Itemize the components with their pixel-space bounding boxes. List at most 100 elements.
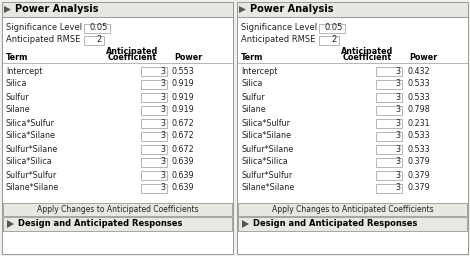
Bar [376, 132, 402, 141]
Text: Silica*Silica: Silica*Silica [6, 157, 53, 166]
Text: Silica*Sulfur: Silica*Sulfur [241, 119, 290, 127]
Bar [141, 170, 167, 179]
Text: 3: 3 [395, 184, 400, 193]
Text: Power: Power [409, 54, 437, 62]
Text: Anticipated: Anticipated [106, 47, 158, 56]
Text: 0.231: 0.231 [407, 119, 430, 127]
Text: Anticipated RMSE: Anticipated RMSE [241, 36, 315, 45]
Text: Silica*Sulfur: Silica*Sulfur [6, 119, 55, 127]
Text: Intercept: Intercept [6, 67, 42, 76]
Text: 3: 3 [395, 144, 400, 154]
Bar [3, 217, 232, 231]
Bar [376, 119, 402, 127]
Text: 0.639: 0.639 [172, 184, 195, 193]
Text: 0.639: 0.639 [172, 170, 195, 179]
Text: Silica: Silica [241, 80, 262, 89]
Bar [141, 144, 167, 154]
Text: Silica*Silane: Silica*Silane [241, 132, 291, 141]
Bar [2, 2, 233, 17]
Bar [376, 170, 402, 179]
Text: 3: 3 [160, 170, 165, 179]
Text: 0.533: 0.533 [407, 144, 430, 154]
Text: 0.672: 0.672 [172, 119, 195, 127]
Text: Sulfur*Silane: Sulfur*Silane [241, 144, 293, 154]
Bar [376, 67, 402, 76]
Text: Sulfur: Sulfur [241, 92, 265, 101]
Text: 0.379: 0.379 [407, 184, 430, 193]
Bar [84, 36, 104, 45]
Text: 0.533: 0.533 [407, 80, 430, 89]
Text: Silane*Silane: Silane*Silane [6, 184, 59, 193]
Bar [237, 2, 468, 254]
Text: 3: 3 [160, 67, 165, 76]
Text: 0.379: 0.379 [407, 157, 430, 166]
Bar [141, 80, 167, 89]
Bar [376, 144, 402, 154]
Text: 3: 3 [395, 132, 400, 141]
Bar [237, 2, 468, 17]
Text: 3: 3 [395, 119, 400, 127]
Bar [141, 132, 167, 141]
Text: 0.672: 0.672 [172, 132, 195, 141]
Text: 3: 3 [395, 157, 400, 166]
Text: 0.379: 0.379 [407, 170, 430, 179]
Bar [141, 92, 167, 101]
Text: 0.919: 0.919 [172, 80, 195, 89]
Text: Significance Level: Significance Level [241, 24, 317, 33]
Text: 3: 3 [160, 157, 165, 166]
Text: 3: 3 [395, 92, 400, 101]
Text: Coefficient: Coefficient [108, 54, 157, 62]
Text: Silane: Silane [241, 105, 266, 114]
Text: 0.553: 0.553 [172, 67, 195, 76]
Text: 3: 3 [395, 67, 400, 76]
Text: 3: 3 [160, 119, 165, 127]
Text: 3: 3 [160, 92, 165, 101]
Text: 0.05: 0.05 [325, 24, 343, 33]
Text: 0.798: 0.798 [407, 105, 430, 114]
Text: 2: 2 [97, 36, 102, 45]
Text: Intercept: Intercept [241, 67, 277, 76]
Text: Silica*Silica: Silica*Silica [241, 157, 288, 166]
Text: 0.639: 0.639 [172, 157, 195, 166]
Text: Silica*Silane: Silica*Silane [6, 132, 56, 141]
Bar [376, 157, 402, 166]
Text: 3: 3 [160, 105, 165, 114]
Text: Power Analysis: Power Analysis [250, 5, 334, 15]
Text: 3: 3 [395, 80, 400, 89]
Bar [376, 92, 402, 101]
Text: Power Analysis: Power Analysis [15, 5, 99, 15]
Text: 0.919: 0.919 [172, 105, 195, 114]
Text: Coefficient: Coefficient [343, 54, 392, 62]
Text: Silane: Silane [6, 105, 31, 114]
Polygon shape [239, 6, 246, 13]
Text: 0.533: 0.533 [407, 132, 430, 141]
Text: Silane*Silane: Silane*Silane [241, 184, 294, 193]
Bar [2, 2, 233, 254]
Text: Design and Anticipated Responses: Design and Anticipated Responses [253, 219, 417, 229]
Bar [376, 80, 402, 89]
Text: Apply Changes to Anticipated Coefficients: Apply Changes to Anticipated Coefficient… [37, 205, 198, 214]
Bar [319, 36, 339, 45]
Text: 3: 3 [395, 105, 400, 114]
Text: 2: 2 [332, 36, 337, 45]
Bar [141, 105, 167, 114]
Text: 3: 3 [160, 80, 165, 89]
Text: 0.672: 0.672 [172, 144, 195, 154]
Bar [141, 67, 167, 76]
Text: 3: 3 [160, 144, 165, 154]
Polygon shape [7, 220, 14, 228]
Text: Term: Term [6, 54, 28, 62]
Text: Sulfur: Sulfur [6, 92, 30, 101]
Bar [141, 119, 167, 127]
Text: 3: 3 [160, 132, 165, 141]
Text: Significance Level: Significance Level [6, 24, 82, 33]
Text: Power: Power [174, 54, 202, 62]
Bar [141, 157, 167, 166]
Polygon shape [242, 220, 249, 228]
Text: Apply Changes to Anticipated Coefficients: Apply Changes to Anticipated Coefficient… [272, 205, 433, 214]
Text: Silica: Silica [6, 80, 27, 89]
Text: Sulfur*Sulfur: Sulfur*Sulfur [6, 170, 57, 179]
Bar [84, 24, 110, 33]
Text: 0.533: 0.533 [407, 92, 430, 101]
Text: 0.919: 0.919 [172, 92, 195, 101]
